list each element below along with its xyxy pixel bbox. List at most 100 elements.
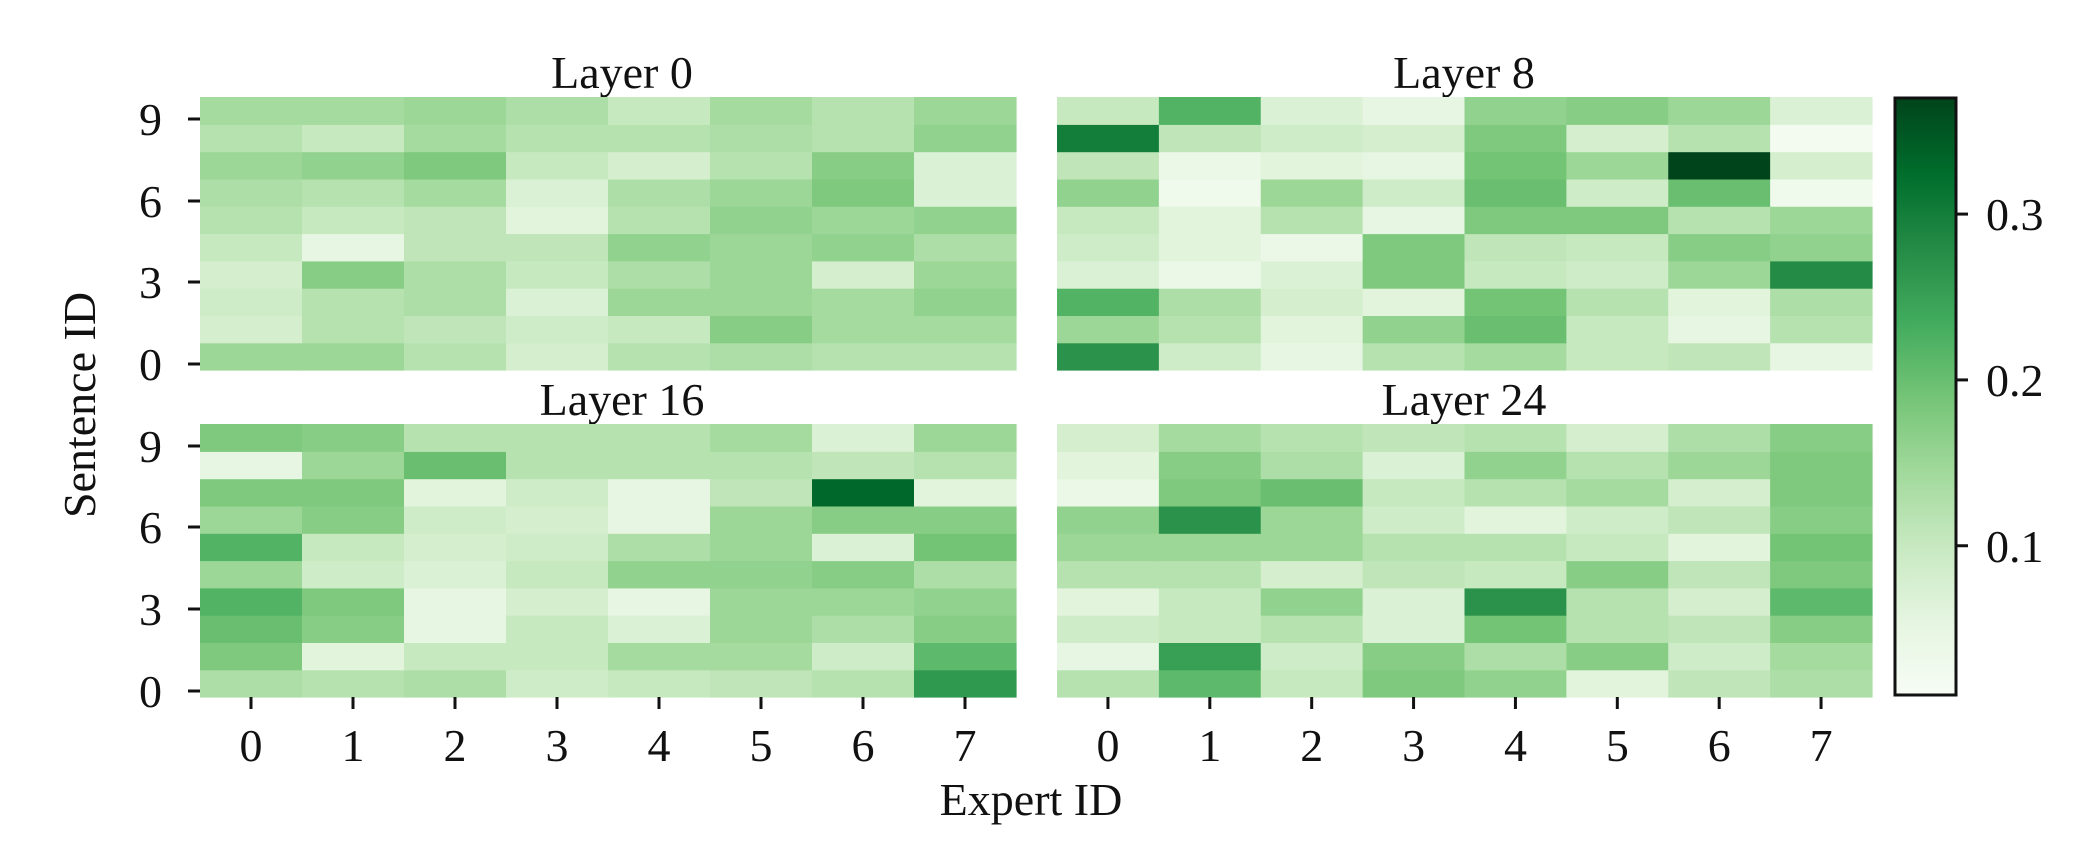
heatmap-cell	[914, 642, 1017, 671]
heatmap-cell	[1464, 669, 1567, 698]
heatmap-cell	[1770, 97, 1873, 125]
heatmap-cell	[608, 342, 711, 371]
heatmap-cell	[1260, 587, 1364, 616]
heatmap-cell	[812, 560, 915, 589]
heatmap-cell	[608, 669, 711, 698]
heatmap-cell	[1260, 233, 1364, 262]
x-axis-ticks: 0 1 2 3 4 5 6 7 0 1 2 3 4 5 6 7	[240, 697, 1833, 771]
heatmap-cell	[1158, 533, 1262, 562]
heatmap-cell	[1668, 342, 1771, 371]
heatmap-cell	[200, 505, 303, 534]
heatmap-cell	[506, 288, 609, 316]
heatmap-cell	[710, 478, 813, 507]
heatmap-cell	[1260, 560, 1364, 589]
heatmap-cell	[812, 642, 915, 671]
heatmap-cell	[812, 233, 915, 262]
heatmap-cell	[1057, 233, 1160, 262]
heatmap-cell	[1566, 178, 1669, 207]
heatmap-cell	[608, 615, 711, 643]
heatmap-cell	[404, 97, 507, 125]
heatmap-cell	[914, 178, 1017, 207]
heatmap-cell	[710, 260, 813, 289]
heatmap-cell	[404, 233, 507, 262]
heatmap-cell	[1464, 451, 1567, 480]
heatmap-cell	[1362, 451, 1466, 480]
heatmap-cell	[1770, 124, 1873, 153]
heatmap-cell	[1057, 315, 1160, 344]
heatmap-cell	[812, 178, 915, 207]
heatmap-cell	[1566, 642, 1669, 671]
heatmap-cell	[1362, 206, 1466, 235]
heatmap-cell	[1362, 669, 1466, 698]
heatmap-cell	[1464, 124, 1567, 153]
heatmap-cell	[608, 451, 711, 480]
heatmap-cell	[1464, 288, 1567, 316]
heatmap-cell	[914, 560, 1017, 589]
heatmap-cell	[1158, 288, 1262, 316]
heatmap-cell	[1260, 288, 1364, 316]
heatmap-cell	[1566, 97, 1669, 125]
heatmap-cell	[1158, 478, 1262, 507]
heatmap-cell	[302, 505, 405, 534]
heatmap-cell	[1158, 260, 1262, 289]
heatmap-cell	[200, 424, 303, 452]
heatmap-cell	[1057, 151, 1160, 180]
heatmap-cell	[608, 315, 711, 344]
heatmap-cell	[710, 97, 813, 125]
heatmap-cell	[302, 478, 405, 507]
heatmap-cell	[608, 97, 711, 125]
heatmap-cell	[506, 505, 609, 534]
x-tick-label: 3	[1402, 720, 1425, 771]
heatmap-cell	[1057, 178, 1160, 207]
heatmap-cell	[1464, 315, 1567, 344]
heatmap-cell	[404, 478, 507, 507]
heatmap-cell	[812, 288, 915, 316]
heatmap-cell	[506, 260, 609, 289]
heatmap-cell	[200, 669, 303, 698]
heatmap-cell	[914, 342, 1017, 371]
heatmap-cell	[200, 260, 303, 289]
heatmap-cell	[1668, 206, 1771, 235]
heatmap-cell	[302, 206, 405, 235]
heatmap-cell	[1057, 124, 1160, 153]
heatmap-cell	[1158, 206, 1262, 235]
heatmap-cell	[1362, 560, 1466, 589]
heatmap-cell	[1362, 151, 1466, 180]
heatmap-cell	[710, 206, 813, 235]
heatmap-cell	[1770, 587, 1873, 616]
heatmap-cell	[302, 587, 405, 616]
y-tick-label: 9	[139, 421, 162, 472]
heatmap-cell	[404, 342, 507, 371]
heatmap-cell	[1668, 587, 1771, 616]
x-tick-label: 0	[1096, 720, 1119, 771]
heatmap-cell	[710, 233, 813, 262]
heatmap-cell	[812, 615, 915, 643]
heatmap-cell	[506, 424, 609, 452]
heatmap-cell	[1158, 151, 1262, 180]
heatmap-cell	[200, 233, 303, 262]
heatmap-cell	[404, 451, 507, 480]
heatmap-cell	[200, 642, 303, 671]
heatmap-cell	[1464, 615, 1567, 643]
heatmap-cell	[1158, 669, 1262, 698]
heatmap-layer-24	[1057, 424, 1873, 698]
heatmap-cell	[200, 560, 303, 589]
heatmap-cell	[812, 424, 915, 452]
heatmap-cell	[302, 424, 405, 452]
heatmap-cell	[1566, 533, 1669, 562]
heatmap-cell	[1158, 505, 1262, 534]
heatmap-cell	[1566, 288, 1669, 316]
heatmap-cell	[608, 560, 711, 589]
heatmap-cell	[200, 97, 303, 125]
title-layer-8: Layer 8	[1393, 47, 1535, 98]
heatmap-cell	[914, 151, 1017, 180]
heatmap-cell	[608, 642, 711, 671]
colorbar-tick-label: 0.2	[1986, 355, 2044, 406]
y-tick-label: 6	[139, 176, 162, 227]
heatmap-cell	[1158, 642, 1262, 671]
heatmap-cell	[812, 124, 915, 153]
heatmap-cell	[710, 151, 813, 180]
heatmap-cell	[1668, 424, 1771, 452]
heatmap-cell	[1668, 178, 1771, 207]
y-tick-label: 3	[139, 257, 162, 308]
